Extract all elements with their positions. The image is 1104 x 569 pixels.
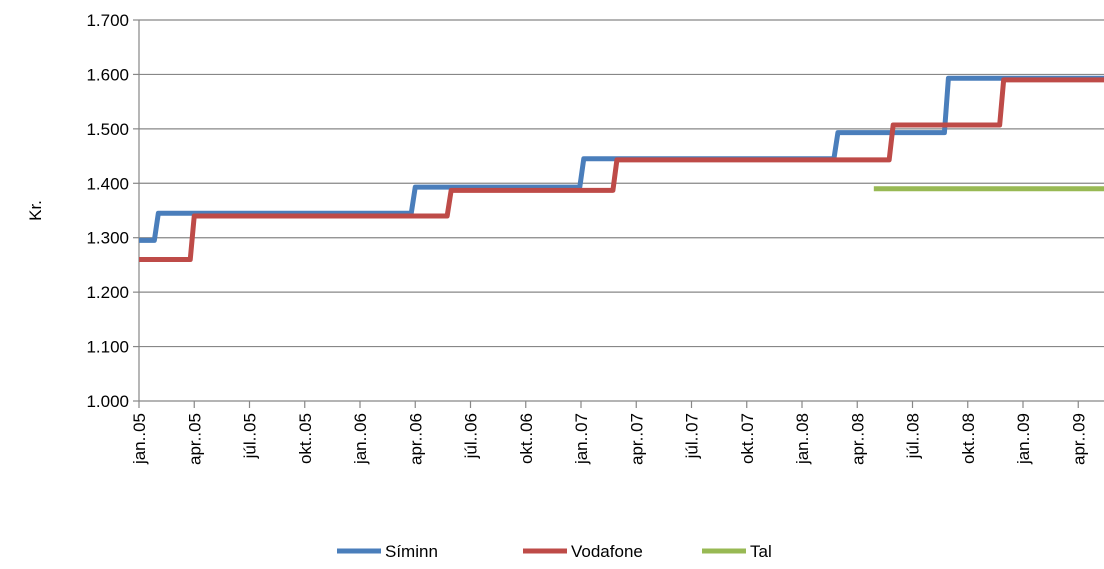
y-tick-label: 1.300 [86,229,129,248]
x-tick-label: apr..08 [848,413,867,465]
y-tick-label: 1.500 [86,120,129,139]
x-tick-label: jan..06 [351,413,370,465]
y-tick-label: 1.200 [86,283,129,302]
x-tick-label: júl..05 [241,413,260,459]
y-axis-label: Kr. [26,200,45,221]
x-tick-label: okt..05 [296,413,315,464]
x-tick-label: júl..08 [904,413,923,459]
x-tick-label: apr..07 [627,413,646,465]
x-tick-label: jan..08 [793,413,812,465]
x-tick-label: júl..06 [462,413,481,459]
x-tick-label: jan..09 [1014,413,1033,465]
x-tick-label: apr..09 [1069,413,1088,465]
x-tick-label: jan..07 [572,413,591,465]
y-tick-label: 1.100 [86,338,129,357]
y-tick-labels: 1.000 1.100 1.200 1.300 1.400 1.500 1.600 1.700 [86,11,129,411]
y-tick-label: 1.400 [86,174,129,193]
x-tick-label: apr..05 [185,413,204,465]
x-tick-label: jan..05 [130,413,149,465]
y-tick-label: 1.000 [86,392,129,411]
y-tick-label: 1.700 [86,11,129,30]
gridlines [139,19,1104,348]
legend-label: Síminn [385,542,438,561]
legend-label: Vodafone [571,542,643,561]
axes [133,19,1104,408]
legend-label: Tal [750,542,772,561]
y-tick-label: 1.600 [86,65,129,84]
x-tick-label: okt..06 [517,413,536,464]
x-tick-label: okt..08 [959,413,978,464]
series-line-vodafone [139,77,1104,262]
x-tick-label: apr..06 [406,413,425,465]
series-lines [139,75,1104,262]
x-tick-label: okt..07 [738,413,757,464]
x-tick-labels: jan..05 apr..05 júl..05 okt..05 jan..06 apr..… [130,413,1088,465]
legend: Síminn Vodafone Tal [337,542,772,561]
x-tick-label: júl..07 [683,413,702,459]
